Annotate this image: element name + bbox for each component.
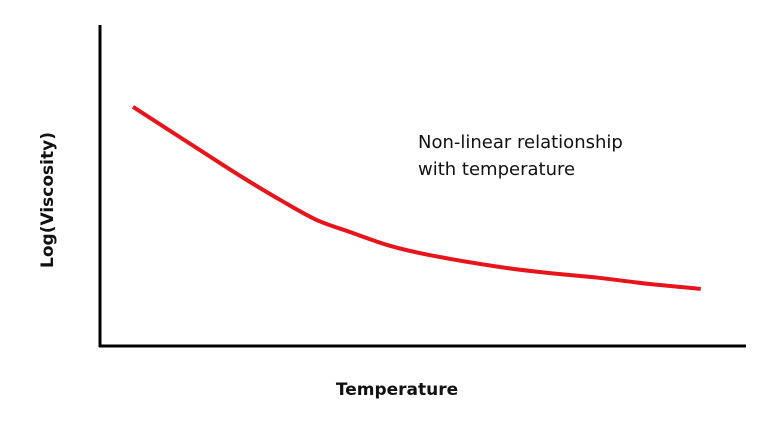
x-axis-label: Temperature xyxy=(336,380,458,400)
annotation: Non-linear relationship xyxy=(418,132,623,153)
y-axis-label: Log(Viscosity) xyxy=(38,132,58,268)
annotation: with temperature xyxy=(418,159,575,180)
data-line xyxy=(131,105,701,291)
